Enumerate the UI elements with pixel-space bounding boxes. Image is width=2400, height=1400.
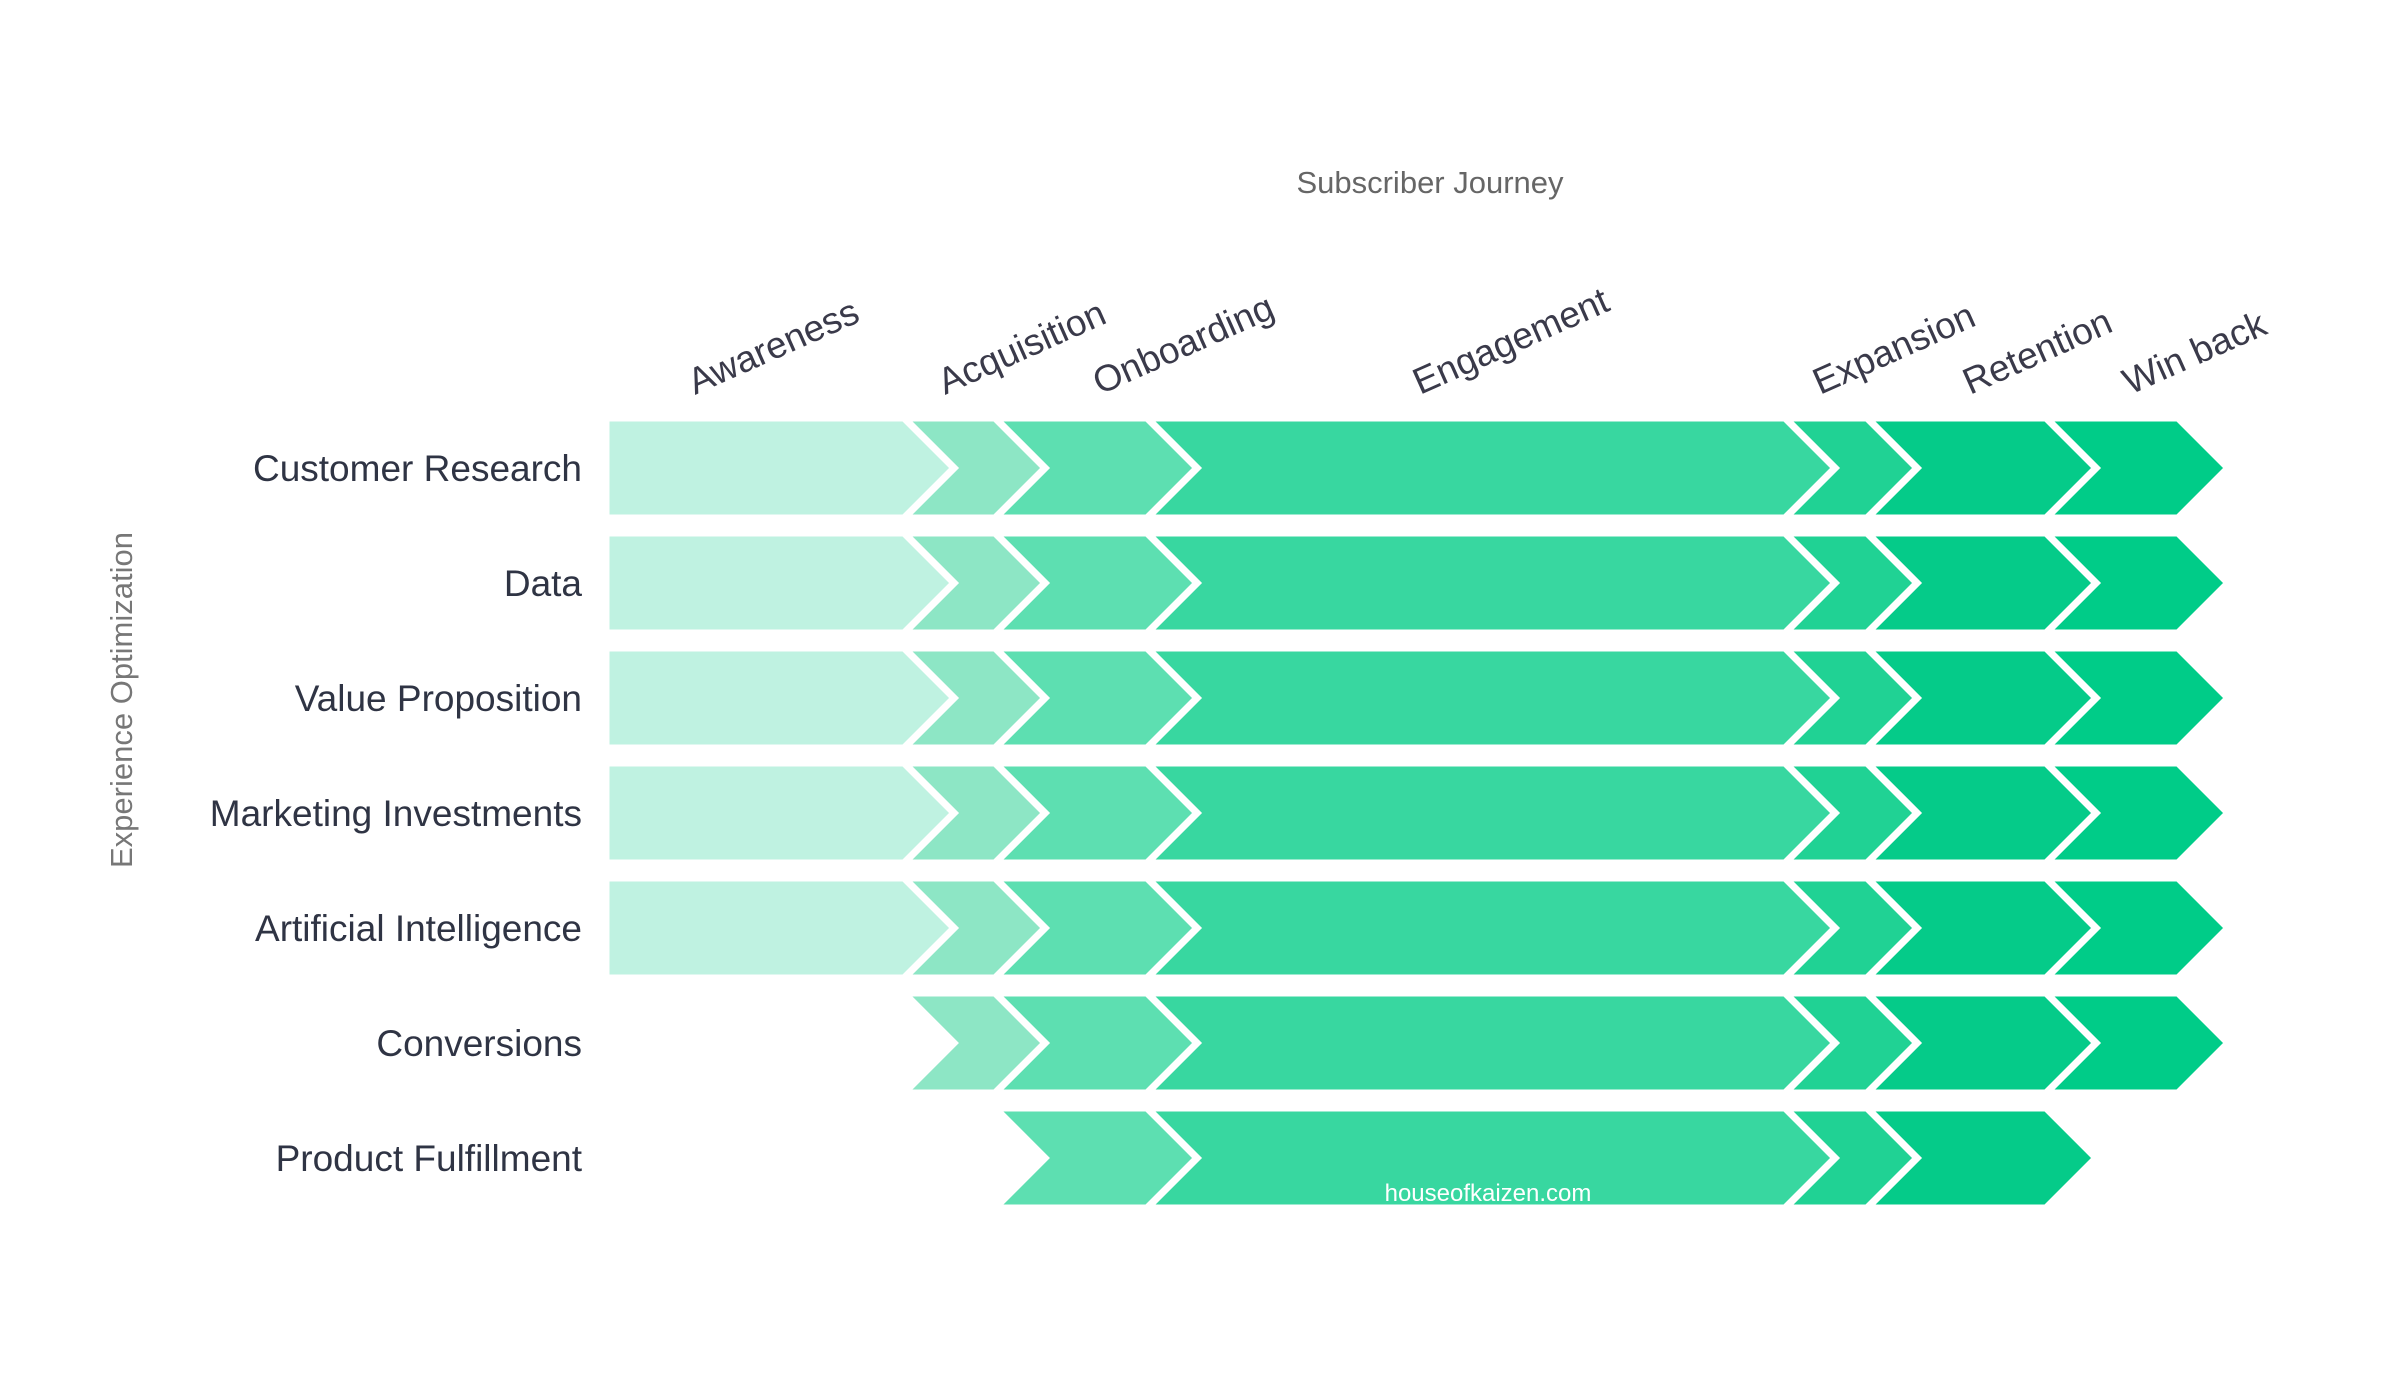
row-label: Data: [504, 563, 583, 604]
stage-label-awareness: Awareness: [682, 291, 865, 403]
row-label: Customer Research: [253, 448, 582, 489]
chevron-onboarding: [986, 1104, 1202, 1212]
stage-label-engagement: Engagement: [1407, 279, 1616, 402]
row-conversions: Conversions: [376, 989, 2233, 1097]
chevron-engagement: [1138, 414, 1840, 522]
chevron-engagement: [1138, 529, 1840, 637]
row-label: Value Proposition: [295, 678, 582, 719]
row-product-fulfillment: Product Fulfillment: [276, 1104, 2101, 1212]
x-axis-title: Subscriber Journey: [1296, 165, 1564, 200]
stage-label-retention: Retention: [1957, 300, 2118, 402]
row-customer-research: Customer Research: [253, 414, 2233, 522]
row-marketing-investments: Marketing Investments: [210, 759, 2233, 867]
row-label: Marketing Investments: [210, 793, 582, 834]
watermark: houseofkaizen.com: [1385, 1180, 1592, 1207]
row-label: Product Fulfillment: [276, 1138, 583, 1179]
chevron-awareness: [602, 759, 959, 867]
chevron-awareness: [602, 644, 959, 752]
chevron-engagement: [1138, 759, 1840, 867]
y-axis-title: Experience Optimization: [104, 532, 139, 868]
row-value-proposition: Value Proposition: [295, 644, 2233, 752]
row-label: Artificial Intelligence: [255, 908, 582, 949]
row-label: Conversions: [376, 1023, 582, 1064]
chevron-awareness: [602, 529, 959, 637]
stage-label-win-back: Win back: [2117, 303, 2273, 403]
stage-label-acquisition: Acquisition: [932, 292, 1112, 402]
chevron-engagement: [1138, 874, 1840, 982]
chevron-awareness: [602, 874, 959, 982]
stage-label-onboarding: Onboarding: [1087, 286, 1280, 402]
journey-rows: Customer Research Data Value Proposition Ma…: [210, 414, 2233, 1212]
chevron-awareness: [602, 414, 959, 522]
row-data: Data: [504, 529, 2233, 637]
stage-label-expansion: Expansion: [1807, 295, 1982, 403]
chevron-acquisition: [895, 989, 1050, 1097]
chevron-engagement: [1138, 989, 1840, 1097]
row-artificial-intelligence: Artificial Intelligence: [255, 874, 2233, 982]
chevron-engagement: [1138, 644, 1840, 752]
